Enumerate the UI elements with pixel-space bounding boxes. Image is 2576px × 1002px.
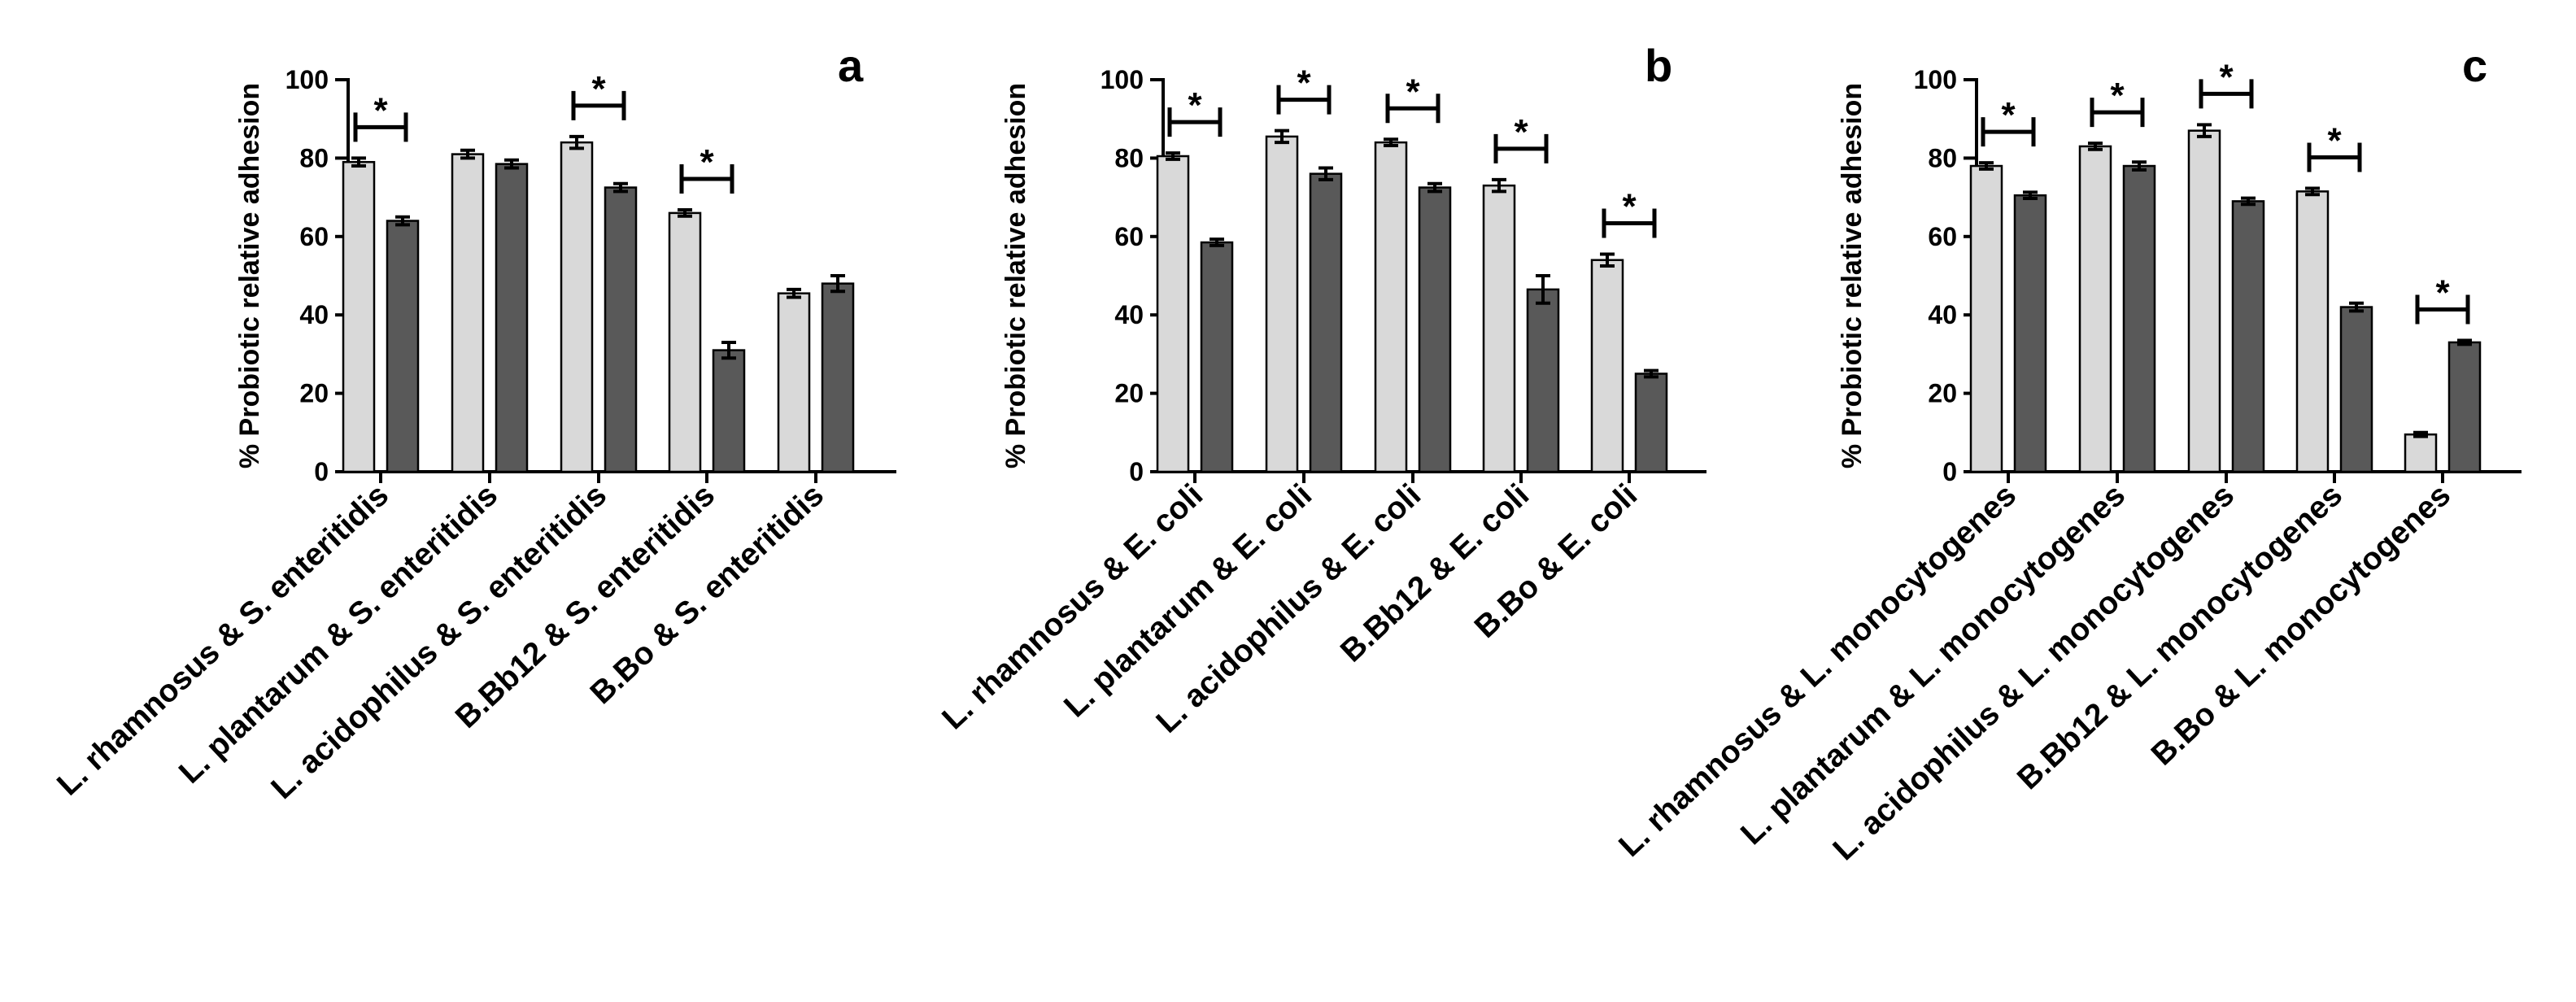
y-tick-label: 60 [299, 222, 329, 251]
y-tick-label: 40 [1928, 300, 1957, 329]
y-tick-label: 0 [1129, 457, 1144, 486]
bar-dark [1309, 172, 1343, 473]
bar-dark [2122, 164, 2156, 473]
bar-dark [1200, 241, 1234, 473]
significance-star: * [2001, 95, 2016, 135]
bar-light [342, 160, 376, 473]
bar-light [560, 141, 594, 473]
panel-letter: c [2462, 40, 2487, 91]
y-axis-label: % Probiotic relative adhesion [1000, 83, 1031, 468]
y-tick-label: 60 [1114, 222, 1144, 251]
bar-light [1590, 259, 1624, 473]
bar-dark [386, 220, 420, 473]
significance-star: * [1406, 72, 1420, 111]
significance-star: * [1622, 186, 1637, 226]
bar-dark [2339, 306, 2373, 473]
significance-star: * [373, 90, 388, 130]
x-tick-label: B.Bb12 & E. coli [1334, 477, 1536, 669]
y-tick-label: 80 [299, 143, 329, 172]
bar-light [451, 153, 485, 473]
significance-star: * [2110, 76, 2125, 115]
bar-light [1969, 164, 2003, 473]
significance-bracket [571, 90, 626, 120]
bar-light [668, 211, 702, 473]
significance-bracket [1493, 133, 1549, 163]
bar-light [1156, 155, 1190, 473]
significance-star: * [1514, 112, 1528, 152]
bar-dark [1418, 186, 1452, 473]
y-axis-label: % Probiotic relative adhesion [234, 83, 265, 468]
y-tick-label: 100 [285, 65, 329, 94]
y-tick-label: 100 [1101, 65, 1144, 94]
significance-star: * [1188, 85, 1202, 125]
significance-bracket [679, 164, 734, 194]
y-tick-label: 20 [1114, 379, 1144, 408]
significance-bracket [353, 112, 408, 142]
bar-dark [495, 163, 529, 473]
bar-dark [1634, 372, 1668, 473]
significance-bracket [2090, 98, 2145, 128]
y-tick-label: 40 [299, 300, 329, 329]
bar-dark [2231, 200, 2265, 473]
significance-star: * [591, 69, 606, 109]
y-tick-label: 80 [1928, 143, 1957, 172]
significance-bracket [2415, 294, 2470, 325]
y-tick-label: 40 [1114, 300, 1144, 329]
bar-light [2295, 190, 2330, 473]
bar-dark [1526, 288, 1560, 473]
bar-light [1265, 135, 1299, 473]
x-tick-label: L. acidophilus & L. monocytogenes [1827, 477, 2242, 867]
significance-bracket [1385, 94, 1441, 124]
significance-bracket [1276, 85, 1332, 115]
bar-dark [2013, 194, 2047, 473]
bar-dark [821, 282, 855, 473]
y-tick-label: 0 [1942, 457, 1957, 486]
x-tick-label: L. rhamnosus & L. monocytogenes [1612, 477, 2023, 864]
significance-star: * [1297, 63, 1311, 103]
x-tick-label: L. plantarum & L. monocytogenes [1734, 477, 2132, 852]
y-tick-label: 0 [314, 457, 329, 486]
panel-letter: a [838, 40, 864, 91]
bar-dark [604, 186, 638, 473]
significance-bracket [2307, 142, 2362, 172]
significance-star: * [700, 142, 714, 182]
significance-bracket [1167, 107, 1223, 137]
significance-bracket [1981, 117, 2036, 147]
significance-star: * [2435, 273, 2450, 313]
bar-light [2187, 129, 2221, 473]
significance-bracket [1602, 208, 1657, 238]
significance-star: * [2219, 57, 2234, 97]
significance-bracket [2199, 79, 2254, 109]
y-tick-label: 100 [1914, 65, 1957, 94]
bar-light [2404, 433, 2438, 473]
bar-light [1482, 184, 1516, 473]
bar-light [2078, 145, 2112, 473]
significance-star: * [2327, 121, 2342, 161]
y-axis-label: % Probiotic relative adhesion [1837, 83, 1868, 468]
bar-light [1374, 141, 1408, 473]
y-tick-label: 20 [299, 379, 329, 408]
chart-panel-c: % Probiotic relative adhesion 0 20 40 60 80 10… [1612, 40, 2522, 867]
panel-letter: b [1645, 40, 1672, 91]
chart-panel-a: % Probiotic relative adhesion 0 20 40 60 80 10… [50, 40, 896, 806]
bar-light [777, 292, 811, 473]
y-tick-label: 60 [1928, 222, 1957, 251]
y-tick-label: 20 [1928, 379, 1957, 408]
chart-panel-b: % Probiotic relative adhesion 0 20 40 60 80 10… [935, 40, 1706, 740]
y-tick-label: 80 [1114, 143, 1144, 172]
bar-dark [2447, 341, 2482, 473]
bar-dark [712, 349, 746, 473]
